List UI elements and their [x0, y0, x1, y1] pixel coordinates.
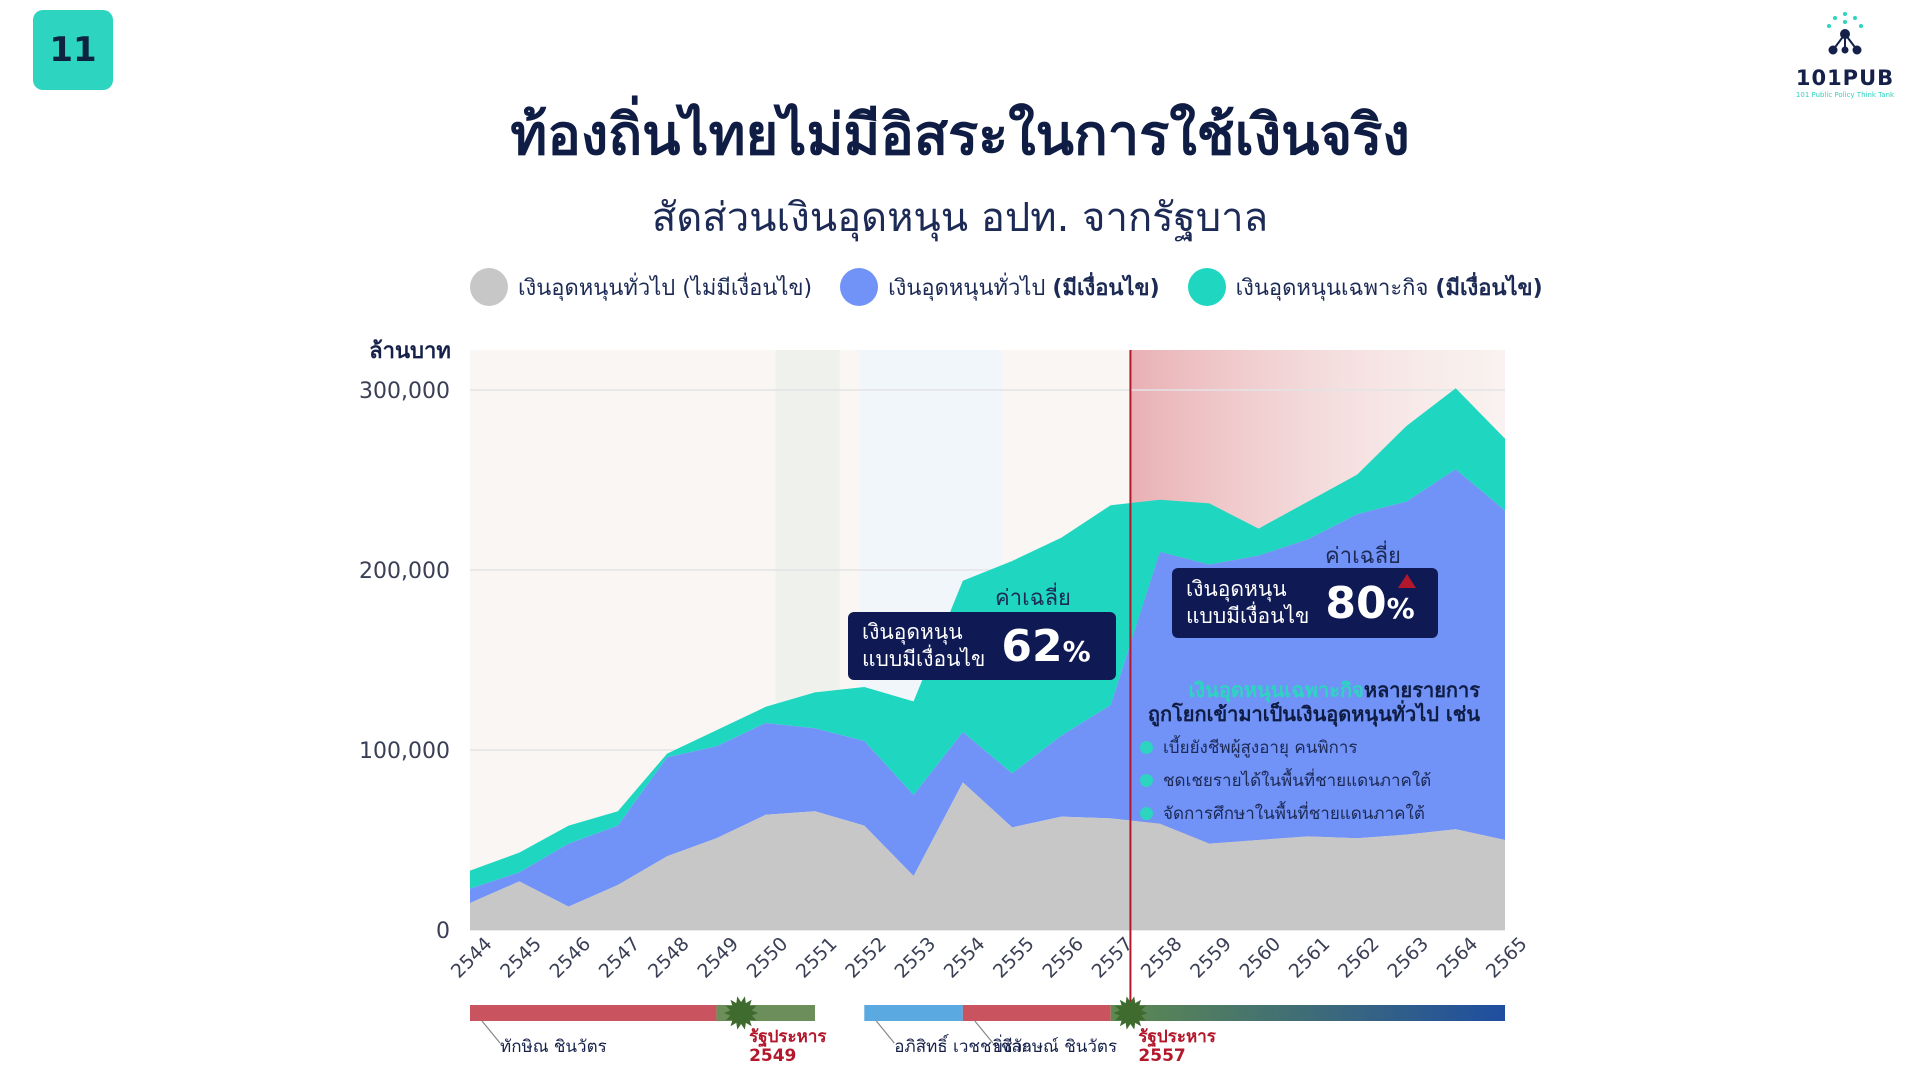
list-item: เบี้ยยังชีพผู้สูงอายุ คนพิการ [1140, 734, 1480, 761]
x-tick-label: 2552 [841, 933, 891, 983]
area-unconditional-general [470, 782, 1505, 930]
coup-year-label: 2549 [749, 1046, 796, 1066]
x-tick-label: 2550 [743, 933, 793, 983]
legend-label: เงินอุดหนุนทั่วไป [888, 275, 1046, 301]
y-tick-label: 300,000 [359, 379, 450, 404]
x-tick-label: 2549 [693, 933, 743, 983]
legend-swatch-specific [1187, 268, 1226, 306]
x-tick-label: 2548 [644, 933, 694, 983]
bullet-icon [1140, 741, 1153, 754]
average-label-1: ค่าเฉลี่ย [995, 586, 1071, 611]
bullet-icon [1140, 807, 1153, 820]
timeline-segment [1110, 1005, 1505, 1021]
x-tick-label: 2565 [1482, 933, 1532, 983]
coup-starburst-icon [724, 996, 759, 1030]
timeline-period-label: อภิสิทธิ์ เวชชาชีวะ [894, 1034, 1031, 1057]
x-tick-label: 2547 [595, 933, 645, 983]
x-tick-label: 2546 [545, 933, 595, 983]
y-tick-label: 100,000 [359, 739, 450, 764]
timeline-connector [974, 1020, 994, 1044]
page-number-badge: 11 [33, 10, 113, 90]
timeline-segment [470, 1005, 717, 1021]
legend-item-unconditional: เงินอุดหนุนทั่วไป (ไม่มีเงื่อนไข) [470, 268, 812, 306]
x-tick-label: 2551 [792, 933, 842, 983]
callout-value: 80% [1325, 577, 1415, 629]
annotation-line2: ถูกโยกเข้ามาเป็นเงินอุดหนุนทั่วไป เช่น [1147, 702, 1480, 726]
page-subtitle: สัดส่วนเงินอุดหนุน อปท. จากรัฐบาล [651, 195, 1269, 241]
y-tick-label: 200,000 [359, 559, 450, 584]
chart-annotation: เงินอุดหนุนเฉพาะกิจหลายรายการ ถูกโยกเข้า… [1140, 678, 1480, 833]
coup-starburst-icon [1113, 996, 1148, 1030]
callout-label: เงินอุดหนุน แบบมีเงื่อนไข [862, 620, 986, 671]
x-tick-label: 2564 [1433, 933, 1483, 983]
annotation-line1: หลายรายการ [1363, 678, 1480, 702]
x-tick-label: 2562 [1334, 933, 1384, 983]
timeline-connector [875, 1020, 895, 1044]
chart-legend: เงินอุดหนุนทั่วไป (ไม่มีเงื่อนไข) เงินอุ… [470, 265, 1543, 309]
y-tick-label: 0 [436, 919, 450, 944]
timeline-segment [962, 1005, 1111, 1021]
timeline-connector [481, 1020, 501, 1044]
page-title: ท้องถิ่นไทยไม่มีอิสระในการใช้เงินจริง [510, 103, 1410, 168]
logo-text: 101PUB [1795, 66, 1895, 90]
legend-qualifier: (ไม่มีเงื่อนไข) [682, 275, 813, 301]
legend-label: เงินอุดหนุนเฉพาะกิจ [1235, 275, 1429, 301]
logo-subtext: 101 Public Policy Think Tank [1795, 91, 1895, 99]
average-label-2: ค่าเฉลี่ย [1325, 544, 1401, 569]
timeline-period-label: ทักษิณ ชินวัตร [500, 1037, 607, 1057]
x-tick-label: 2556 [1038, 933, 1088, 983]
callout-value: 62% [1001, 620, 1091, 672]
y-axis-label: ล้านบาท [369, 339, 451, 364]
callout-label: เงินอุดหนุน แบบมีเงื่อนไข [1186, 577, 1310, 628]
x-tick-label: 2553 [890, 933, 940, 983]
x-tick-label: 2560 [1235, 933, 1285, 983]
x-tick-label: 2563 [1383, 933, 1433, 983]
network-icon [1827, 12, 1863, 55]
coup-year-label: 2557 [1138, 1046, 1185, 1066]
timeline-period-label: ยิ่งลักษณ์ ชินวัตร [993, 1034, 1117, 1057]
legend-item-general-conditional: เงินอุดหนุนทั่วไป (มีเงื่อนไข) [840, 268, 1160, 306]
legend-qualifier: (มีเงื่อนไข) [1052, 275, 1160, 301]
annotation-highlight: เงินอุดหนุนเฉพาะกิจ [1188, 678, 1364, 702]
x-tick-label: 2561 [1285, 933, 1335, 983]
coup-label: รัฐประหาร [1138, 1027, 1216, 1048]
callout-average-80: เงินอุดหนุน แบบมีเงื่อนไข 80% [1172, 568, 1438, 638]
list-item: จัดการศึกษาในพื้นที่ชายแดนภาคใต้ [1140, 800, 1480, 827]
x-tick-label: 2545 [496, 933, 546, 983]
timeline-segment [864, 1005, 963, 1021]
x-tick-label: 2554 [940, 933, 990, 983]
legend-item-specific: เงินอุดหนุนเฉพาะกิจ (มีเงื่อนไข) [1187, 268, 1543, 306]
legend-label: เงินอุดหนุนทั่วไป [518, 275, 676, 301]
brand-logo: 101PUB 101 Public Policy Think Tank [1790, 10, 1900, 105]
coup-label: รัฐประหาร [749, 1027, 827, 1048]
page-number: 11 [49, 30, 97, 70]
x-tick-label: 2555 [989, 933, 1039, 983]
callout-average-62: เงินอุดหนุน แบบมีเงื่อนไข 62% [848, 612, 1116, 680]
list-item: ชดเชยรายได้ในพื้นที่ชายแดนภาคใต้ [1140, 767, 1480, 794]
x-tick-label: 2558 [1137, 933, 1187, 983]
legend-swatch-general-conditional [840, 268, 879, 306]
x-tick-label: 2544 [447, 933, 497, 983]
legend-qualifier: (มีเงื่อนไข) [1435, 275, 1543, 301]
bullet-icon [1140, 774, 1153, 787]
up-triangle-icon [1398, 574, 1416, 588]
annotation-list: เบี้ยยังชีพผู้สูงอายุ คนพิการ ชดเชยรายได… [1140, 734, 1480, 827]
x-tick-label: 2559 [1186, 933, 1236, 983]
legend-swatch-unconditional [470, 268, 508, 306]
